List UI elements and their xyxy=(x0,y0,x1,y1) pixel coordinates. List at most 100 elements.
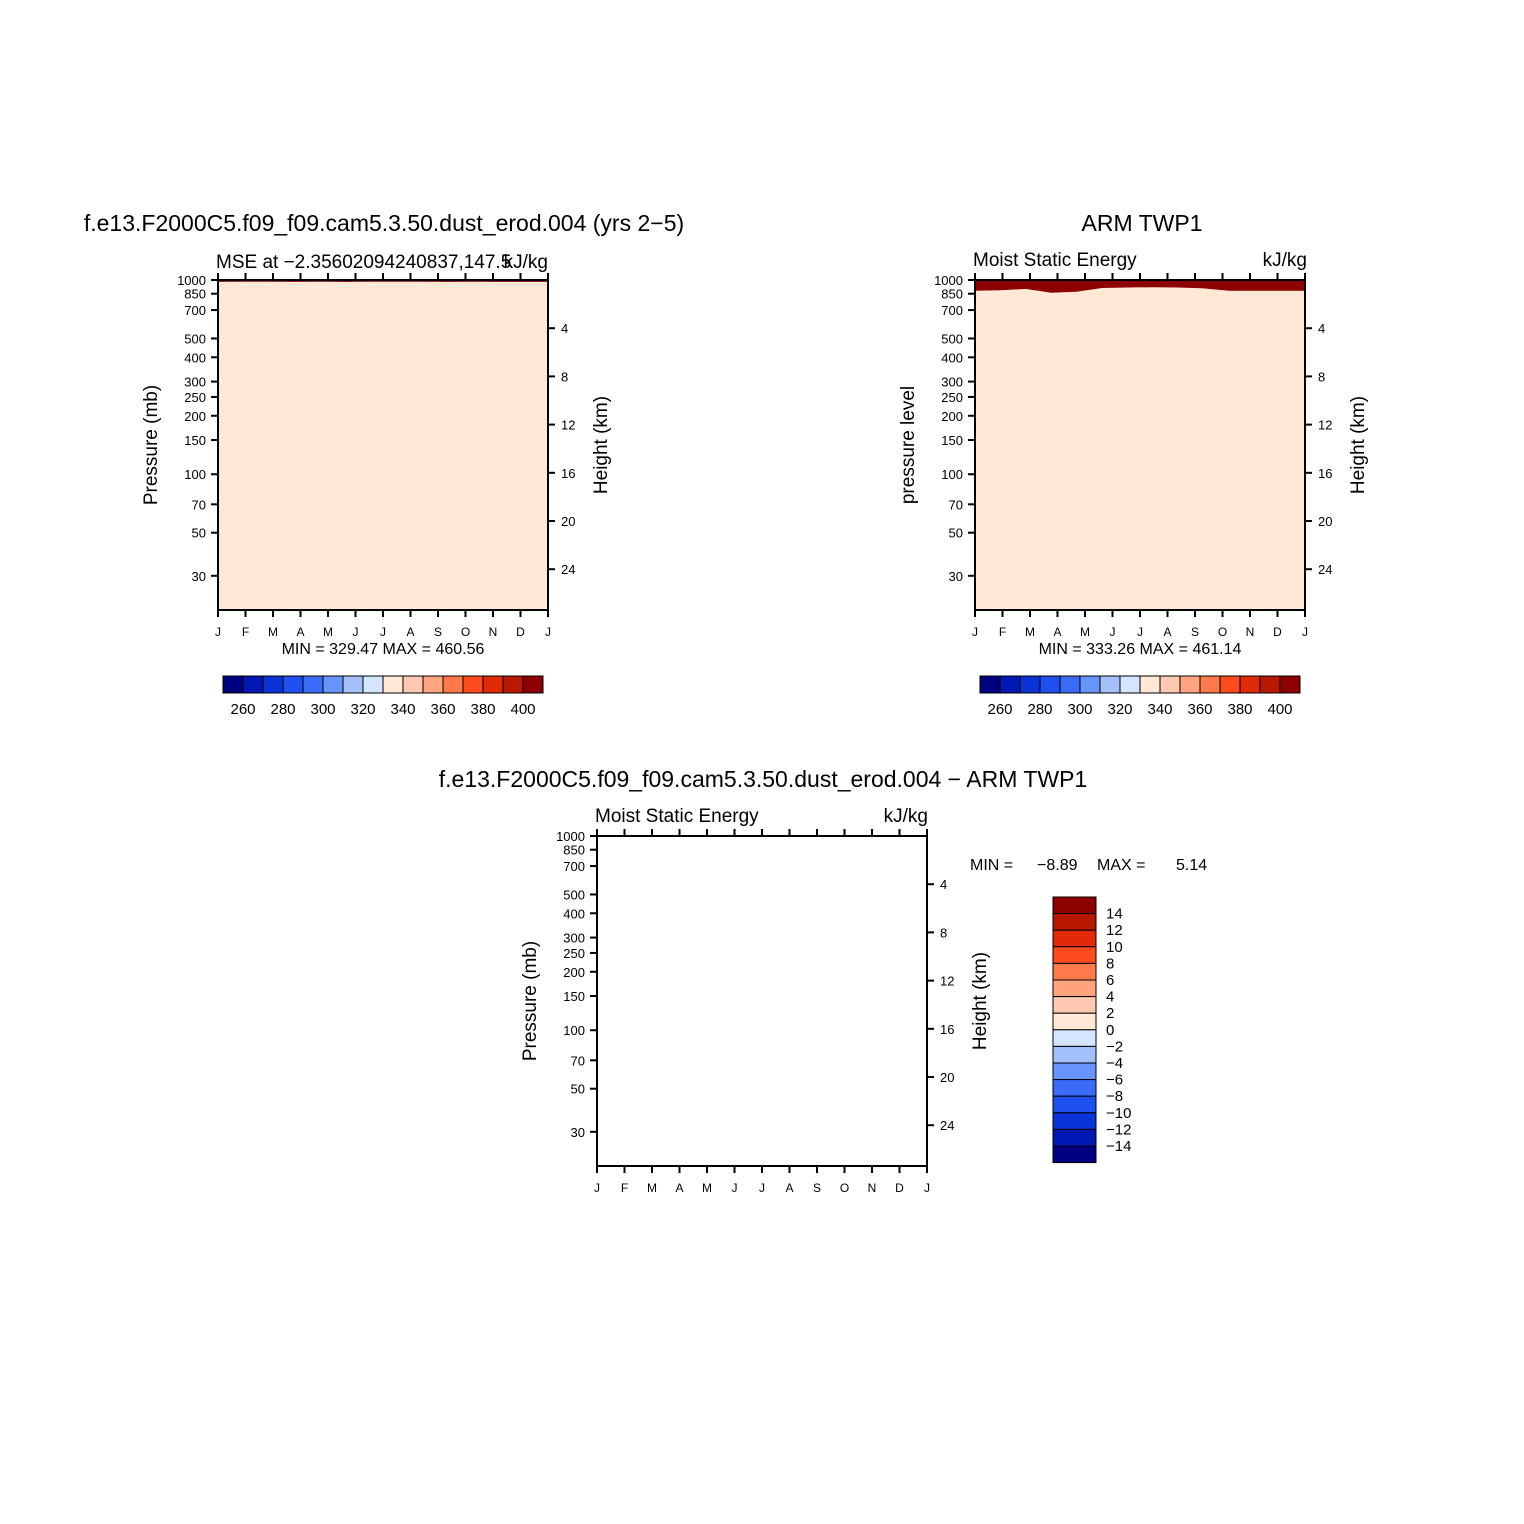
diff-ylabel-right: Height (km) xyxy=(970,952,991,1050)
month-tick-label: J xyxy=(1302,625,1308,639)
colorbar-swatch xyxy=(1039,675,1061,694)
colorbar-swatch xyxy=(1052,913,1097,931)
pressure-tick-label: 250 xyxy=(184,390,206,405)
height-tick-label: 8 xyxy=(940,925,947,940)
pressure-tick-label: 150 xyxy=(563,989,585,1004)
month-tick-label: N xyxy=(489,625,498,639)
pressure-tick-label: 700 xyxy=(941,303,963,318)
height-tick-label: 20 xyxy=(1318,514,1332,529)
height-tick-label: 24 xyxy=(940,1118,954,1133)
obs-colorbar: 260 280 300 320 340 360 380 400 xyxy=(979,675,1301,718)
obs-title: ARM TWP1 xyxy=(1082,210,1203,236)
month-tick-label: J xyxy=(1110,625,1116,639)
pressure-tick-label: 50 xyxy=(192,526,206,541)
month-tick-label: O xyxy=(1218,625,1227,639)
month-tick-label: F xyxy=(242,625,249,639)
colorbar-swatch xyxy=(1059,675,1081,694)
colorbar-label: 340 xyxy=(1147,701,1172,718)
pressure-tick-label: 1000 xyxy=(177,273,206,288)
colorbar-swatch xyxy=(482,675,504,694)
model-right-string: kJ/kg xyxy=(504,252,548,273)
obs-contour-field xyxy=(975,280,1305,610)
pressure-tick-label: 850 xyxy=(563,843,585,858)
colorbar-label: −12 xyxy=(1106,1121,1131,1138)
diff-stats-min-label: MIN = xyxy=(970,857,1013,874)
colorbar-swatch xyxy=(282,675,304,694)
colorbar-swatch xyxy=(999,675,1021,694)
colorbar-label: 280 xyxy=(270,701,295,718)
colorbar-swatch xyxy=(1099,675,1121,694)
diff-panel: f.e13.F2000C5.f09_f09.cam5.3.50.dust_ero… xyxy=(439,766,1207,1195)
colorbar-swatch xyxy=(462,675,484,694)
month-tick-label: S xyxy=(1191,625,1199,639)
colorbar-swatch xyxy=(1052,1128,1097,1147)
pressure-tick-label: 400 xyxy=(941,350,963,365)
month-tick-label: M xyxy=(268,625,278,639)
obs-left-string: Moist Static Energy xyxy=(973,250,1137,271)
colorbar-swatch xyxy=(1119,675,1141,694)
colorbar-swatch xyxy=(1079,675,1101,694)
colorbar-swatch xyxy=(1052,1045,1097,1064)
height-tick-label: 8 xyxy=(1318,369,1325,384)
colorbar-swatch xyxy=(1052,1029,1097,1047)
colorbar-swatch xyxy=(1159,675,1181,694)
month-tick-label: M xyxy=(647,1181,657,1195)
colorbar-label: 320 xyxy=(350,701,375,718)
model-colorbar: 260 280 300 320 340 360 380 400 xyxy=(222,675,544,718)
colorbar-label: −8 xyxy=(1106,1088,1123,1105)
diff-stats-max: 5.14 xyxy=(1176,857,1207,874)
obs-ylabel-right: Height (km) xyxy=(1348,396,1369,494)
colorbar-swatch xyxy=(1052,979,1097,998)
colorbar-swatch xyxy=(1239,675,1261,694)
colorbar-swatch xyxy=(1052,1095,1097,1114)
model-contour-field xyxy=(218,280,548,610)
pressure-tick-label: 200 xyxy=(184,409,206,424)
pressure-tick-label: 700 xyxy=(563,859,585,874)
pressure-tick-label: 500 xyxy=(941,331,963,346)
month-tick-label: D xyxy=(895,1181,904,1195)
colorbar-swatch xyxy=(1179,675,1201,694)
pressure-tick-label: 200 xyxy=(941,409,963,424)
pressure-tick-label: 300 xyxy=(563,931,585,946)
colorbar-swatch xyxy=(1052,929,1097,948)
colorbar-swatch xyxy=(342,675,364,694)
pressure-tick-label: 30 xyxy=(949,569,963,584)
model-panel: f.e13.F2000C5.f09_f09.cam5.3.50.dust_ero… xyxy=(84,210,684,718)
colorbar-swatch xyxy=(1052,1145,1097,1164)
colorbar-swatch xyxy=(242,675,264,694)
diff-stats-max-label: MAX = xyxy=(1097,857,1145,874)
height-tick-label: 16 xyxy=(561,466,575,481)
colorbar-swatch xyxy=(442,675,464,694)
colorbar-label: 380 xyxy=(470,701,495,718)
colorbar-swatch xyxy=(1259,675,1281,694)
month-tick-label: J xyxy=(545,625,551,639)
obs-stats: MIN = 333.26 MAX = 461.14 xyxy=(1039,641,1242,658)
colorbar-swatch xyxy=(1052,1012,1097,1031)
colorbar-label: 4 xyxy=(1106,989,1114,1006)
colorbar-label: 12 xyxy=(1106,922,1123,939)
pressure-tick-label: 150 xyxy=(184,433,206,448)
model-stats: MIN = 329.47 MAX = 460.56 xyxy=(282,641,485,658)
colorbar-label: 360 xyxy=(1187,701,1212,718)
month-tick-label: S xyxy=(813,1181,821,1195)
pressure-tick-label: 250 xyxy=(563,946,585,961)
month-tick-label: S xyxy=(434,625,442,639)
height-tick-label: 8 xyxy=(561,369,568,384)
month-tick-label: N xyxy=(868,1181,877,1195)
pressure-tick-label: 30 xyxy=(571,1125,585,1140)
height-tick-label: 12 xyxy=(1318,418,1332,433)
model-ylabel: Pressure (mb) xyxy=(141,385,162,505)
colorbar-label: 2 xyxy=(1106,1005,1114,1022)
pressure-tick-label: 400 xyxy=(563,906,585,921)
colorbar-label: −2 xyxy=(1106,1038,1123,1055)
month-tick-label: J xyxy=(1137,625,1143,639)
height-tick-label: 16 xyxy=(1318,466,1332,481)
pressure-tick-label: 70 xyxy=(949,497,963,512)
month-tick-label: J xyxy=(594,1181,600,1195)
height-tick-label: 12 xyxy=(940,974,954,989)
contour-band xyxy=(218,281,548,610)
month-tick-label: M xyxy=(323,625,333,639)
colorbar-label: −6 xyxy=(1106,1072,1123,1089)
obs-panel: ARM TWP1 Moist Static Energy kJ/kg 30 50 7… xyxy=(898,210,1369,718)
diff-ylabel: Pressure (mb) xyxy=(520,941,541,1061)
